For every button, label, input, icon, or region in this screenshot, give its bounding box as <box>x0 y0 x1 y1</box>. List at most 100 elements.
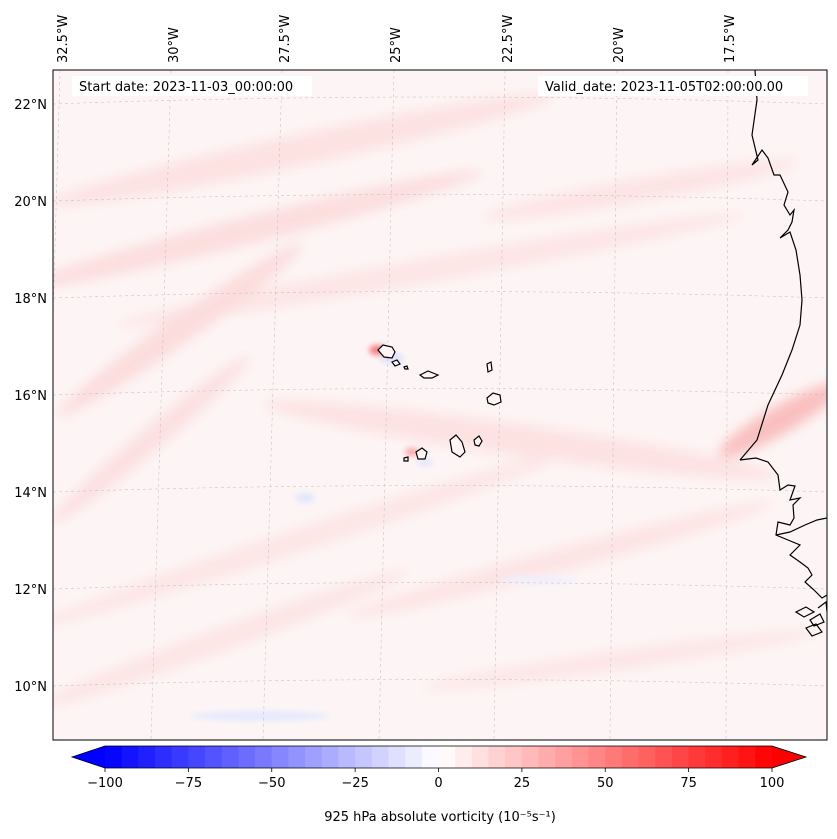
colorbar-bin <box>321 746 339 768</box>
island-sao-nicolau <box>418 370 440 379</box>
colorbar-bin <box>538 746 556 768</box>
island-santo-antao <box>377 344 396 359</box>
colorbar-bin <box>571 746 590 768</box>
colorbar-tick-label: −75 <box>175 776 202 791</box>
colorbar-ticks: −100 −75 −50 −25 0 25 50 75 100 <box>87 768 784 791</box>
lon-label: 20°W <box>612 27 627 63</box>
colorbar-bin <box>171 746 189 768</box>
colorbar-bin <box>238 746 256 768</box>
colorbar-bin <box>421 746 439 768</box>
vorticity-streak <box>347 501 773 619</box>
colorbar-bin <box>121 746 139 768</box>
vorticity-streak <box>53 452 567 628</box>
colorbar-bins <box>105 746 773 768</box>
start-date-box <box>72 76 312 96</box>
island-sao-vicente <box>391 359 401 367</box>
lat-label: 16°N <box>14 389 47 404</box>
colorbar-bin <box>755 746 773 768</box>
colorbar-tick-label: −25 <box>341 776 368 791</box>
colorbar-tick-label: −100 <box>87 776 123 791</box>
colorbar-tick-label: 0 <box>434 776 442 791</box>
vorticity-streak <box>421 630 819 690</box>
colorbar-tick-label: −50 <box>258 776 285 791</box>
vorticity-field <box>53 70 827 740</box>
colorbar-bin <box>155 746 173 768</box>
colorbar-bin <box>305 746 323 768</box>
colorbar-bin <box>588 746 606 768</box>
colorbar-bin <box>605 746 623 768</box>
vorticity-streak <box>53 570 408 710</box>
negative-vorticity-patch <box>295 493 315 503</box>
island-maio <box>473 435 483 447</box>
island-fogo <box>415 447 428 460</box>
negative-vorticity-patch <box>500 576 580 584</box>
lat-label: 12°N <box>14 583 47 598</box>
lon-label: 22.5°W <box>501 15 516 63</box>
colorbar-tick-label: 50 <box>597 776 614 791</box>
colorbar-bin <box>488 746 506 768</box>
vorticity-streak <box>718 382 827 458</box>
island-sal <box>486 361 493 373</box>
colorbar-bin <box>138 746 156 768</box>
colorbar-bin <box>521 746 540 768</box>
lon-label: 25°W <box>389 27 404 63</box>
vorticity-streak <box>482 159 798 221</box>
colorbar-bin <box>271 746 289 768</box>
lon-label: 17.5°W <box>723 15 738 63</box>
colorbar-tick-label: 25 <box>514 776 531 791</box>
colorbar-bin <box>705 746 723 768</box>
longitude-labels: 32.5°W 30°W 27.5°W 25°W 22.5°W 20°W 17.5… <box>56 15 738 63</box>
colorbar-bin <box>405 746 423 768</box>
positive-vorticity-patch <box>405 448 419 456</box>
colorbar-bin <box>471 746 490 768</box>
valid-date-box <box>538 76 808 96</box>
colorbar-tick-label: 100 <box>760 776 785 791</box>
negative-vorticity-patch <box>417 458 433 466</box>
cape-verde-islands <box>377 344 502 462</box>
colorbar-label: 925 hPa absolute vorticity (10⁻⁵s⁻¹) <box>324 810 556 825</box>
vorticity-streak <box>262 400 778 480</box>
colorbar-bin <box>555 746 573 768</box>
colorbar-bin <box>188 746 206 768</box>
colorbar-bin <box>621 746 640 768</box>
vorticity-streak <box>53 170 483 290</box>
colorbar-bin <box>105 746 123 768</box>
colorbar-bin <box>371 746 389 768</box>
colorbar-bin <box>505 746 523 768</box>
colorbar-bin <box>355 746 373 768</box>
valid-date-label: Valid_date: 2023-11-05T02:00:00.00 <box>545 80 783 95</box>
lat-label: 10°N <box>14 680 47 695</box>
colorbar-extend-high <box>772 746 806 768</box>
africa-coastline <box>739 70 827 637</box>
map-panel: Start date: 2023-11-03_00:00:00 Valid_da… <box>14 15 828 741</box>
vorticity-streak <box>56 243 304 417</box>
colorbar-bin <box>221 746 239 768</box>
colorbar-bin <box>338 746 356 768</box>
vorticity-streak <box>53 355 250 525</box>
colorbar-tick-label: 75 <box>680 776 697 791</box>
island-brava <box>403 456 409 462</box>
lon-label: 32.5°W <box>56 15 71 63</box>
island-santa-luzia <box>403 365 409 370</box>
lat-label: 20°N <box>14 195 47 210</box>
lon-label: 27.5°W <box>278 15 293 63</box>
lat-label: 22°N <box>14 98 47 113</box>
colorbar: −100 −75 −50 −25 0 25 50 75 100 925 hPa absolute… <box>70 745 808 825</box>
colorbar-bin <box>455 746 473 768</box>
colorbar-bin <box>288 746 306 768</box>
start-date-label: Start date: 2023-11-03_00:00:00 <box>79 80 293 95</box>
lon-label: 30°W <box>167 27 182 63</box>
island-santiago <box>449 434 466 458</box>
colorbar-bin <box>721 746 740 768</box>
colorbar-bin <box>388 746 406 768</box>
vorticity-streak <box>53 93 555 207</box>
colorbar-extend-low <box>72 746 105 768</box>
colorbar-bin <box>638 746 656 768</box>
colorbar-bin <box>205 746 223 768</box>
colorbar-bin <box>655 746 673 768</box>
island-boa-vista <box>486 392 502 406</box>
lat-label: 14°N <box>14 486 47 501</box>
gridlines <box>53 70 827 740</box>
colorbar-bin <box>671 746 690 768</box>
